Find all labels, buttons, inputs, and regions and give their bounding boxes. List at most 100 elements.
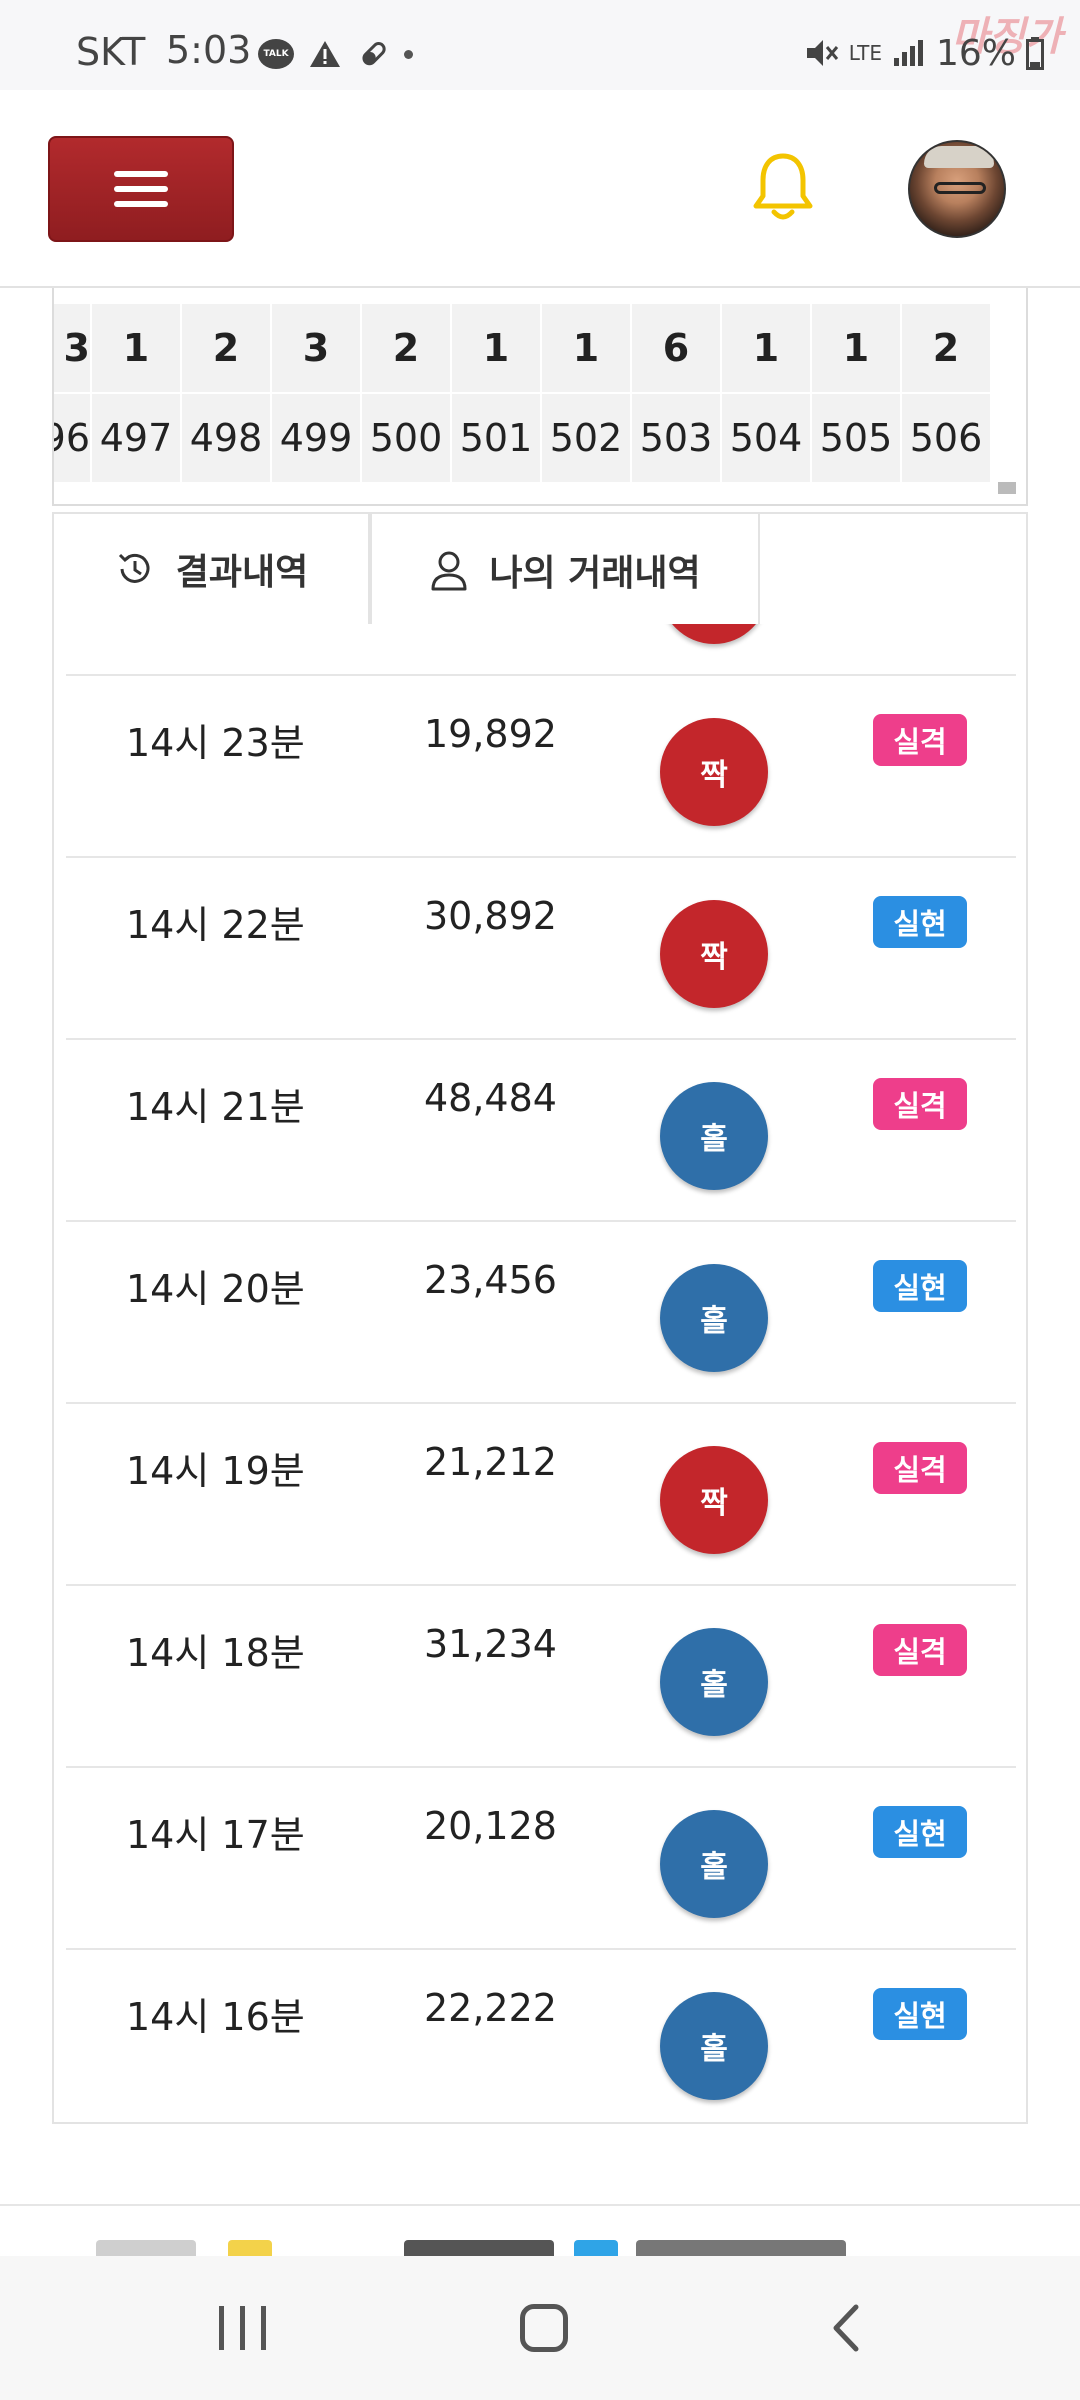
- footer-content-peek: [96, 2240, 996, 2260]
- more-notifications-dot: [404, 49, 413, 59]
- table-row: 14시 23분 19,892 짝 실격: [66, 676, 1016, 858]
- odd-pick-ball: 홀: [660, 1992, 768, 2100]
- row-amount: 48,484: [424, 1076, 557, 1120]
- row-amount: 31,234: [424, 1622, 557, 1666]
- round-history-column: 3 499: [272, 304, 362, 484]
- round-number: 502: [542, 394, 630, 484]
- row-amount: 20,128: [424, 1804, 557, 1848]
- odd-pick-ball: 홀: [660, 1264, 768, 1372]
- menu-button[interactable]: [48, 136, 234, 242]
- system-navigation-bar: [0, 2256, 1080, 2400]
- even-pick-ball: 짝: [660, 718, 768, 826]
- round-result-value: 1: [722, 304, 810, 394]
- table-row: 14시 24분21,285짝실현: [66, 624, 1016, 676]
- table-row: 14시 21분 48,484 홀 실격: [66, 1040, 1016, 1222]
- round-number: 498: [182, 394, 270, 484]
- tab-my-transactions-label: 나의 거래내역: [489, 553, 701, 594]
- tab-results-label: 결과내역: [175, 552, 309, 593]
- round-number: 96: [54, 394, 90, 484]
- battery-icon: [1026, 37, 1044, 70]
- round-result-value: 3: [272, 304, 360, 394]
- round-number: 501: [452, 394, 540, 484]
- avatar[interactable]: [908, 140, 1006, 238]
- row-amount: 19,892: [424, 712, 557, 756]
- round-number: 499: [272, 394, 360, 484]
- network-type: LTE: [848, 41, 882, 65]
- even-pick-ball: 짝: [660, 624, 768, 644]
- round-history-grid: 3961497249834992500150115026503150415052…: [54, 304, 992, 484]
- row-amount: 30,892: [424, 894, 557, 938]
- back-button[interactable]: [746, 2256, 946, 2400]
- status-badge: 실격: [873, 1624, 967, 1676]
- even-pick-ball: 짝: [660, 900, 768, 1008]
- row-time: 14시 23분: [126, 721, 305, 765]
- round-number: 506: [902, 394, 990, 484]
- home-button[interactable]: [444, 2256, 644, 2400]
- row-amount: 22,222: [424, 1986, 557, 2030]
- signal-icon: [893, 40, 923, 66]
- footer-text-fragment: [96, 2240, 196, 2260]
- round-result-value: 3: [54, 304, 90, 394]
- notification-icons: TALK: [258, 34, 413, 74]
- footer-text-fragment: [404, 2240, 554, 2260]
- row-amount: 21,212: [424, 1440, 557, 1484]
- pill-icon: [362, 42, 386, 66]
- status-badge: 실격: [873, 1078, 967, 1130]
- recent-apps-icon: [218, 2306, 266, 2350]
- round-history-column: 6 503: [632, 304, 722, 484]
- round-number: 497: [92, 394, 180, 484]
- table-row: 14시 18분 31,234 홀 실격: [66, 1586, 1016, 1768]
- footer-text-fragment: [574, 2240, 618, 2260]
- footer-text-fragment: [636, 2240, 846, 2260]
- row-time: 14시 21분: [126, 1085, 305, 1129]
- status-badge: 실격: [873, 714, 967, 766]
- user-icon: [431, 551, 467, 591]
- bell-icon[interactable]: [750, 150, 816, 224]
- odd-pick-ball: 홀: [660, 1628, 768, 1736]
- row-time: 14시 19분: [126, 1449, 305, 1493]
- footer-text-fragment: [228, 2240, 272, 2260]
- round-result-value: 6: [632, 304, 720, 394]
- round-history-column: 1 504: [722, 304, 812, 484]
- row-time: 14시 20분: [126, 1267, 305, 1311]
- row-time: 14시 22분: [126, 903, 305, 947]
- status-badge: 실현: [873, 1260, 967, 1312]
- round-result-value: 2: [362, 304, 450, 394]
- clock: 5:03: [166, 28, 252, 72]
- hamburger-icon-bar: [114, 186, 168, 192]
- row-time: 14시 18분: [126, 1631, 305, 1675]
- table-row: 14시 20분 23,456 홀 실현: [66, 1222, 1016, 1404]
- tab-my-transactions[interactable]: 나의 거래내역: [370, 512, 760, 626]
- round-number: 504: [722, 394, 810, 484]
- round-result-value: 1: [92, 304, 180, 394]
- home-icon: [520, 2304, 568, 2352]
- round-result-value: 1: [812, 304, 900, 394]
- history-clock-icon: [118, 553, 150, 583]
- horizontal-scrollbar[interactable]: [998, 482, 1016, 494]
- hamburger-icon: [114, 171, 168, 177]
- row-amount: 23,456: [424, 1258, 557, 1302]
- table-row: 14시 22분 30,892 짝 실현: [66, 858, 1016, 1040]
- tab-results[interactable]: 결과내역: [54, 514, 370, 626]
- row-time: 14시 16분: [126, 1995, 305, 2039]
- round-history-column: 2 500: [362, 304, 452, 484]
- round-history-column: 1 505: [812, 304, 902, 484]
- history-tabs: 결과내역 나의 거래내역: [52, 512, 1028, 626]
- round-history-column: 1 502: [542, 304, 632, 484]
- even-pick-ball: 짝: [660, 1446, 768, 1554]
- table-row: 14시 16분 22,222 홀 실현: [66, 1950, 1016, 2122]
- row-time: 14시 17분: [126, 1813, 305, 1857]
- round-history-column: 1 497: [92, 304, 182, 484]
- app-header: [0, 90, 1080, 288]
- round-history-column: 1 501: [452, 304, 542, 484]
- status-badge: 실현: [873, 1988, 967, 2040]
- recent-apps-button[interactable]: [142, 2256, 342, 2400]
- round-result-value: 2: [182, 304, 270, 394]
- round-history-table[interactable]: 3961497249834992500150115026503150415052…: [52, 288, 1028, 506]
- status-bar: SKT 5:03 TALK 마징가 LTE 16%: [0, 0, 1080, 90]
- mute-icon: [806, 40, 838, 66]
- system-indicators: LTE 16%: [803, 30, 1044, 76]
- odd-pick-ball: 홀: [660, 1082, 768, 1190]
